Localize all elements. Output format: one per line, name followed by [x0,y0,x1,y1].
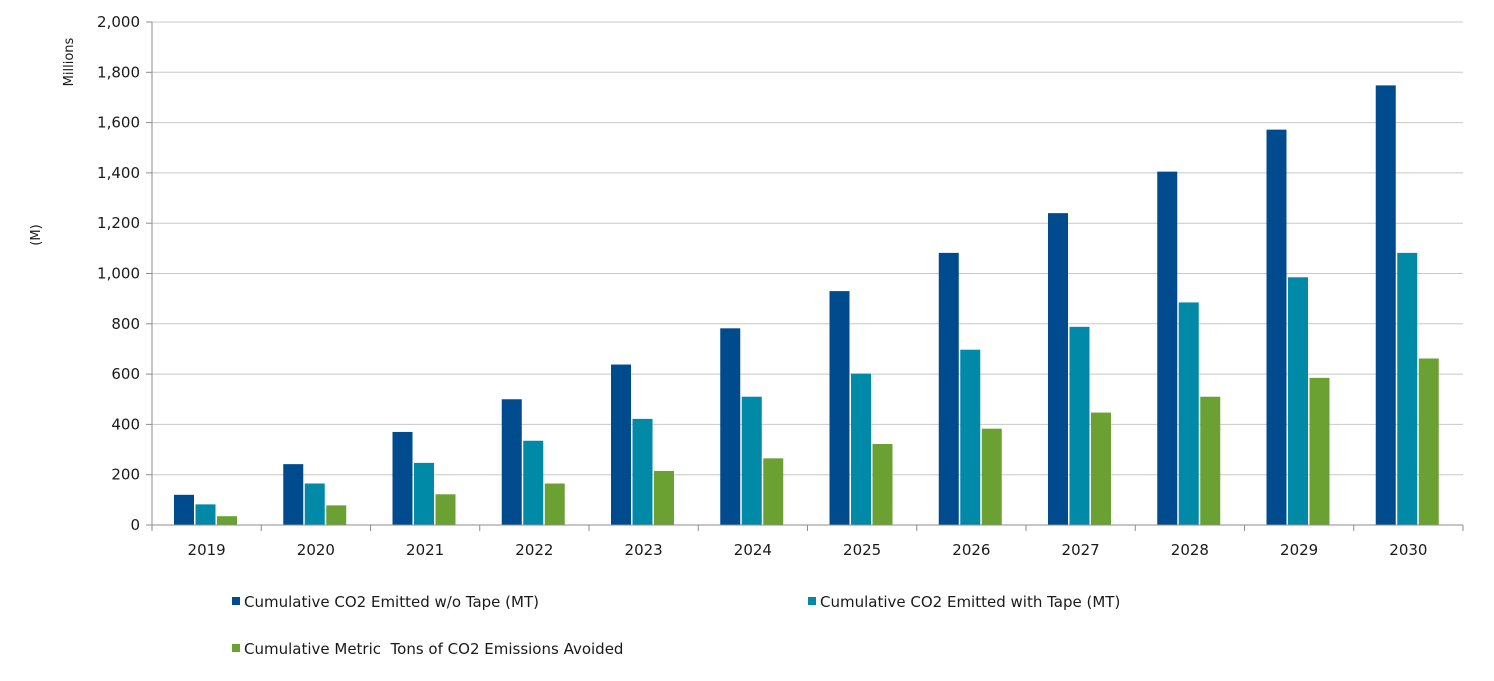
legend-swatch-1 [232,597,240,605]
y-tick-label: 1,200 [97,214,140,232]
y-tick-label: 1,600 [97,114,140,132]
bar-2023-series-3 [654,470,674,525]
x-tick-label: 2023 [625,541,663,559]
legend-label-3: Cumulative Metric Tons of CO2 Emissions … [244,640,623,658]
bar-2023-series-2 [632,418,653,525]
x-tick-label: 2026 [952,541,990,559]
y-tick-label: 2,000 [97,13,140,31]
bar-2019-series-2 [195,504,216,525]
bar-2029-series-1 [1266,129,1287,525]
bar-2029-series-2 [1288,277,1308,525]
x-tick-label: 2021 [406,541,444,559]
bar-2024-series-3 [763,458,784,525]
y-axis-title: (M) [29,224,44,245]
bar-2028-series-1 [1157,171,1178,525]
bar-2022-series-1 [501,399,522,525]
legend-label-1: Cumulative CO2 Emitted w/o Tape (MT) [244,593,539,611]
bar-2030-series-3 [1418,358,1439,525]
x-tick-label: 2019 [188,541,226,559]
x-tick-label: 2030 [1389,541,1427,559]
bar-2027-series-2 [1069,326,1090,525]
y-tick-labels: 0 200 400 600 800 1,000 1,200 1,400 1,600 1,800 2,… [97,13,140,534]
x-tick-label: 2024 [734,541,772,559]
bar-2022-series-3 [544,483,565,525]
y-tick-label: 200 [111,466,140,484]
y-tick-label: 1,800 [97,63,140,81]
legend-swatch-3 [232,644,240,652]
legend: Cumulative CO2 Emitted w/o Tape (MT) Cumu… [232,593,1120,658]
bar-2019-series-1 [174,494,194,525]
bar-2024-series-1 [720,328,741,525]
bar-2026-series-1 [938,252,959,525]
bar-2021-series-1 [392,431,413,525]
y-tick-label: 1,400 [97,164,140,182]
bar-2025-series-2 [851,373,871,525]
bar-2027-series-1 [1048,213,1068,525]
x-tick-labels: 2019 2020 2021 2022 2023 2024 2025 2026 2027 2028… [188,541,1428,559]
bar-2029-series-3 [1309,377,1330,525]
bar-2021-series-2 [414,462,434,525]
legend-swatch-2 [808,597,816,605]
bar-2026-series-3 [981,428,1002,525]
bar-2028-series-2 [1178,302,1199,525]
x-tick-label: 2020 [297,541,335,559]
y-tick-label: 800 [111,315,140,333]
x-tick-label: 2022 [515,541,553,559]
bar-2030-series-1 [1375,85,1396,526]
y-tick-label: 400 [111,415,140,433]
x-tick-label: 2027 [1062,541,1100,559]
bar-2030-series-2 [1397,252,1418,525]
bars [174,85,1439,526]
bar-2025-series-3 [872,444,893,525]
bar-2026-series-2 [960,349,981,525]
bar-2025-series-1 [829,291,850,525]
axes [146,21,1464,531]
bar-2024-series-2 [741,396,762,525]
bar-2019-series-3 [217,516,237,525]
bar-2023-series-1 [611,364,631,525]
x-tick-label: 2025 [843,541,881,559]
x-tick-label: 2029 [1280,541,1318,559]
bar-2022-series-2 [523,440,544,525]
y-tick-label: 0 [130,516,140,534]
gridlines [152,21,1463,476]
y-axis-unit-label: Millions [62,37,77,86]
bar-2020-series-3 [326,505,347,525]
bar-2028-series-3 [1200,396,1221,525]
bar-2020-series-1 [283,464,304,525]
bar-2027-series-3 [1091,412,1111,525]
y-tick-label: 600 [111,365,140,383]
y-tick-label: 1,000 [97,265,140,283]
bar-2021-series-3 [435,494,456,525]
bar-2020-series-2 [304,483,325,525]
legend-label-2: Cumulative CO2 Emitted with Tape (MT) [820,593,1120,611]
x-tick-label: 2028 [1171,541,1209,559]
